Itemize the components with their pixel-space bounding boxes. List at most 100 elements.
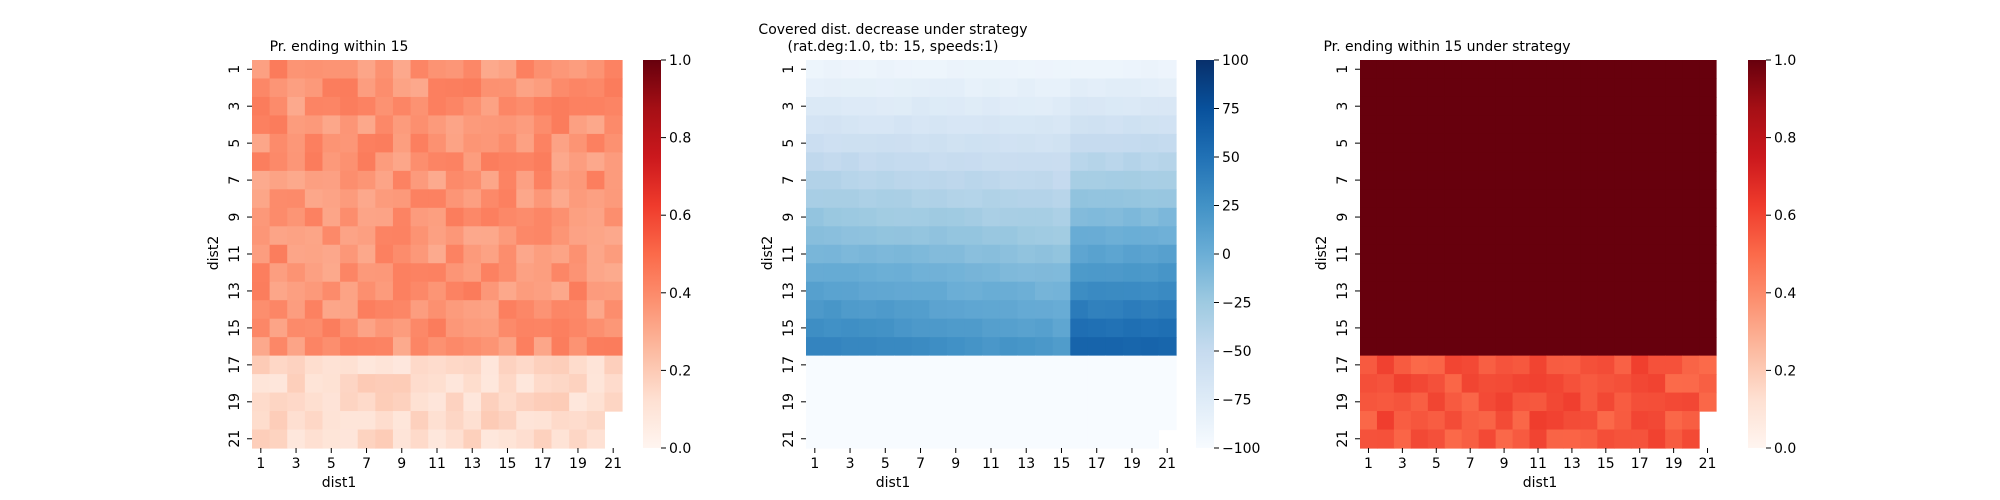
heatmap-cell	[1360, 78, 1378, 98]
heatmap-cell	[586, 355, 605, 375]
heatmap-cell	[999, 170, 1019, 190]
heatmap-cell	[551, 115, 570, 135]
heatmap-cell	[1461, 411, 1480, 431]
heatmap-cell	[982, 207, 1001, 227]
heatmap-cell	[1648, 355, 1666, 375]
heatmap-cell	[498, 355, 517, 375]
y-tick-label: 5	[781, 139, 797, 148]
heatmap-cell	[1444, 355, 1463, 375]
heatmap-cell	[982, 96, 1001, 117]
heatmap-cell	[516, 337, 535, 357]
heatmap-cell	[876, 96, 895, 117]
heatmap-cell	[287, 96, 306, 117]
heatmap-cell	[375, 244, 394, 264]
heatmap-cell	[1123, 60, 1142, 80]
heatmap-cell	[498, 226, 517, 246]
heatmap-cell	[1360, 263, 1378, 283]
y-tick-label: 15	[781, 319, 797, 337]
heatmap-cell	[858, 133, 878, 153]
heatmap-cell	[445, 152, 465, 172]
heatmap-cell	[858, 226, 878, 246]
colorbar-tick-label: 0.4	[1774, 286, 1796, 302]
heatmap-cell	[1665, 189, 1683, 209]
colorbar-tick-label: 50	[1222, 150, 1240, 166]
heatmap-cell	[604, 300, 623, 320]
heatmap-cell	[533, 318, 553, 338]
heatmap-cell	[1512, 337, 1531, 357]
colorbar-tick-label: 0.6	[1774, 208, 1796, 224]
heatmap-cell	[1017, 170, 1036, 190]
heatmap-cell	[586, 96, 605, 117]
heatmap-cell	[1140, 189, 1159, 209]
heatmap-cell	[1478, 281, 1497, 301]
heatmap-cell	[1052, 170, 1071, 190]
heatmap-cell	[375, 96, 394, 117]
heatmap-cell	[1665, 392, 1683, 412]
heatmap-cell	[569, 78, 588, 98]
colorbar-tick-label: 1.0	[669, 53, 691, 69]
colorbar-tick-label: 0.2	[669, 363, 691, 379]
heatmap-cell	[481, 429, 500, 449]
heatmap-cell	[1478, 189, 1497, 209]
heatmap-cell	[1529, 263, 1548, 283]
heatmap-cell	[1360, 429, 1378, 449]
heatmap-cell	[806, 355, 825, 375]
heatmap-cell	[1580, 300, 1598, 320]
heatmap-cell	[1427, 170, 1446, 190]
heatmap-cell	[1376, 189, 1395, 209]
heatmap-cell	[287, 429, 306, 449]
heatmap-cell	[1123, 429, 1142, 449]
x-tick-label: 21	[1699, 456, 1717, 472]
heatmap-cell	[1699, 170, 1717, 190]
heatmap-cell	[1699, 281, 1717, 301]
y-tick-label: 5	[1335, 139, 1351, 148]
heatmap-cell	[1529, 411, 1548, 431]
heatmap-cell	[1529, 133, 1548, 153]
heatmap-cell	[1580, 355, 1598, 375]
heatmap-cell	[1529, 96, 1548, 117]
heatmap-cell	[392, 374, 412, 394]
heatmap-cell	[841, 355, 860, 375]
heatmap-cell	[498, 115, 517, 135]
heatmap-cell	[287, 263, 306, 283]
heatmap-cell	[1665, 337, 1683, 357]
heatmap-cell	[1393, 392, 1412, 412]
heatmap-cell	[1052, 226, 1071, 246]
heatmap-cell	[1682, 207, 1700, 227]
heatmap-cell	[1648, 429, 1666, 449]
heatmap-cell	[1087, 170, 1107, 190]
heatmap-cell	[551, 96, 570, 117]
heatmap-cell	[1070, 60, 1089, 80]
heatmap-cell	[340, 244, 359, 264]
heatmap-cell	[269, 78, 288, 98]
heatmap-cell	[1495, 337, 1514, 357]
heatmap-cell	[1410, 392, 1429, 412]
heatmap-cell	[1699, 207, 1717, 227]
heatmap-cell	[392, 78, 412, 98]
heatmap-cell	[340, 78, 359, 98]
y-tick-label: 19	[227, 393, 243, 411]
heatmap-cell	[1052, 411, 1071, 431]
heatmap-cell	[911, 392, 930, 412]
heatmap-cell	[841, 133, 860, 153]
heatmap-cell	[252, 318, 271, 338]
heatmap-cell	[1158, 392, 1177, 412]
heatmap-cell	[1512, 170, 1531, 190]
heatmap-cell	[498, 374, 517, 394]
heatmap-cell	[1631, 355, 1649, 375]
heatmap-cell	[586, 133, 605, 153]
heatmap-cell	[1017, 152, 1036, 172]
heatmap-cell	[481, 189, 500, 209]
heatmap-cell	[428, 96, 447, 117]
heatmap-cell	[964, 60, 983, 80]
heatmap-cell	[551, 392, 570, 412]
heatmap-cell	[516, 78, 535, 98]
heatmap-cell	[304, 300, 324, 320]
heatmap-cell	[428, 263, 447, 283]
heatmap-cell	[911, 411, 930, 431]
heatmap-cell	[1597, 355, 1615, 375]
heatmap-panel-2: Covered dist. decrease under strategy (r…	[758, 22, 1260, 491]
heatmap-cell	[569, 226, 588, 246]
heatmap-cell	[1614, 78, 1632, 98]
heatmap-cell	[1017, 226, 1036, 246]
